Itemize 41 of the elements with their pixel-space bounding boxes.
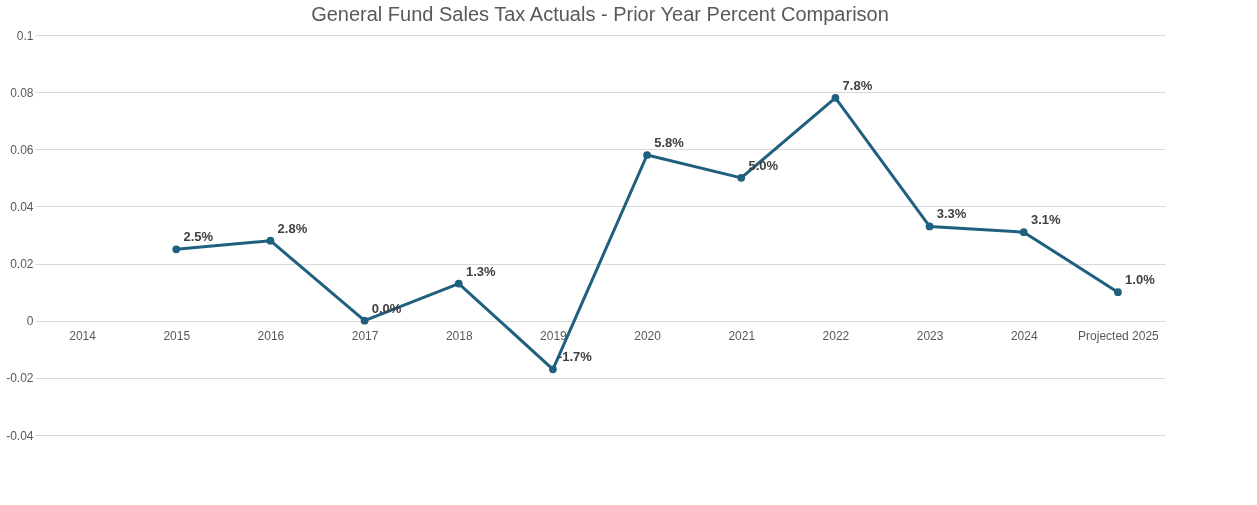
point [360, 316, 369, 325]
data-label: 5.8% [654, 135, 685, 150]
point [1019, 228, 1028, 237]
x-tick-label: 2018 [445, 329, 473, 344]
x-tick-label: 2024 [1010, 329, 1038, 344]
y-tick-label: -0.04 [6, 428, 34, 443]
chart-title: General Fund Sales Tax Actuals - Prior Year Percent Comparison [311, 3, 889, 25]
x-tick-label: 2020 [634, 329, 662, 344]
y-tick-label: 0.06 [10, 142, 34, 157]
point [1114, 288, 1122, 297]
point [549, 365, 557, 374]
point [643, 151, 651, 159]
data-label: -1.7% [557, 349, 593, 365]
x-tick-label: 2021 [728, 329, 756, 344]
y-tick-label: 0.04 [10, 199, 34, 214]
x-tick-label: 2017 [351, 329, 379, 344]
data-label: 3.1% [1030, 212, 1061, 228]
point [737, 173, 746, 182]
data-label: 2.8% [277, 220, 308, 236]
y-tick-label: -0.02 [6, 371, 34, 386]
data-label: 1.3% [465, 263, 496, 279]
x-tick-label: 2019 [540, 329, 568, 344]
data-label: 3.3% [936, 206, 967, 222]
y-tick-label: 0.08 [10, 85, 34, 100]
x-tick-label: 2023 [916, 329, 944, 344]
point [266, 236, 275, 245]
point [925, 222, 934, 231]
y-tick-label: 0 [26, 314, 34, 329]
y-tick-label: 0.02 [10, 257, 34, 272]
data-label: 1.0% [1125, 272, 1156, 288]
data-label: 7.8% [842, 77, 873, 93]
point [831, 93, 840, 102]
x-tick-label: Projected 2025 [1078, 329, 1160, 344]
x-tick-label: 2016 [257, 329, 285, 344]
y-tick-label: 0.1 [16, 28, 34, 43]
x-tick-label: 2014 [69, 329, 97, 344]
x-tick-label: 2015 [163, 329, 191, 344]
point [454, 279, 463, 288]
x-tick-label: 2022 [822, 329, 850, 344]
data-label: 2.5% [183, 229, 214, 245]
point [172, 245, 181, 254]
